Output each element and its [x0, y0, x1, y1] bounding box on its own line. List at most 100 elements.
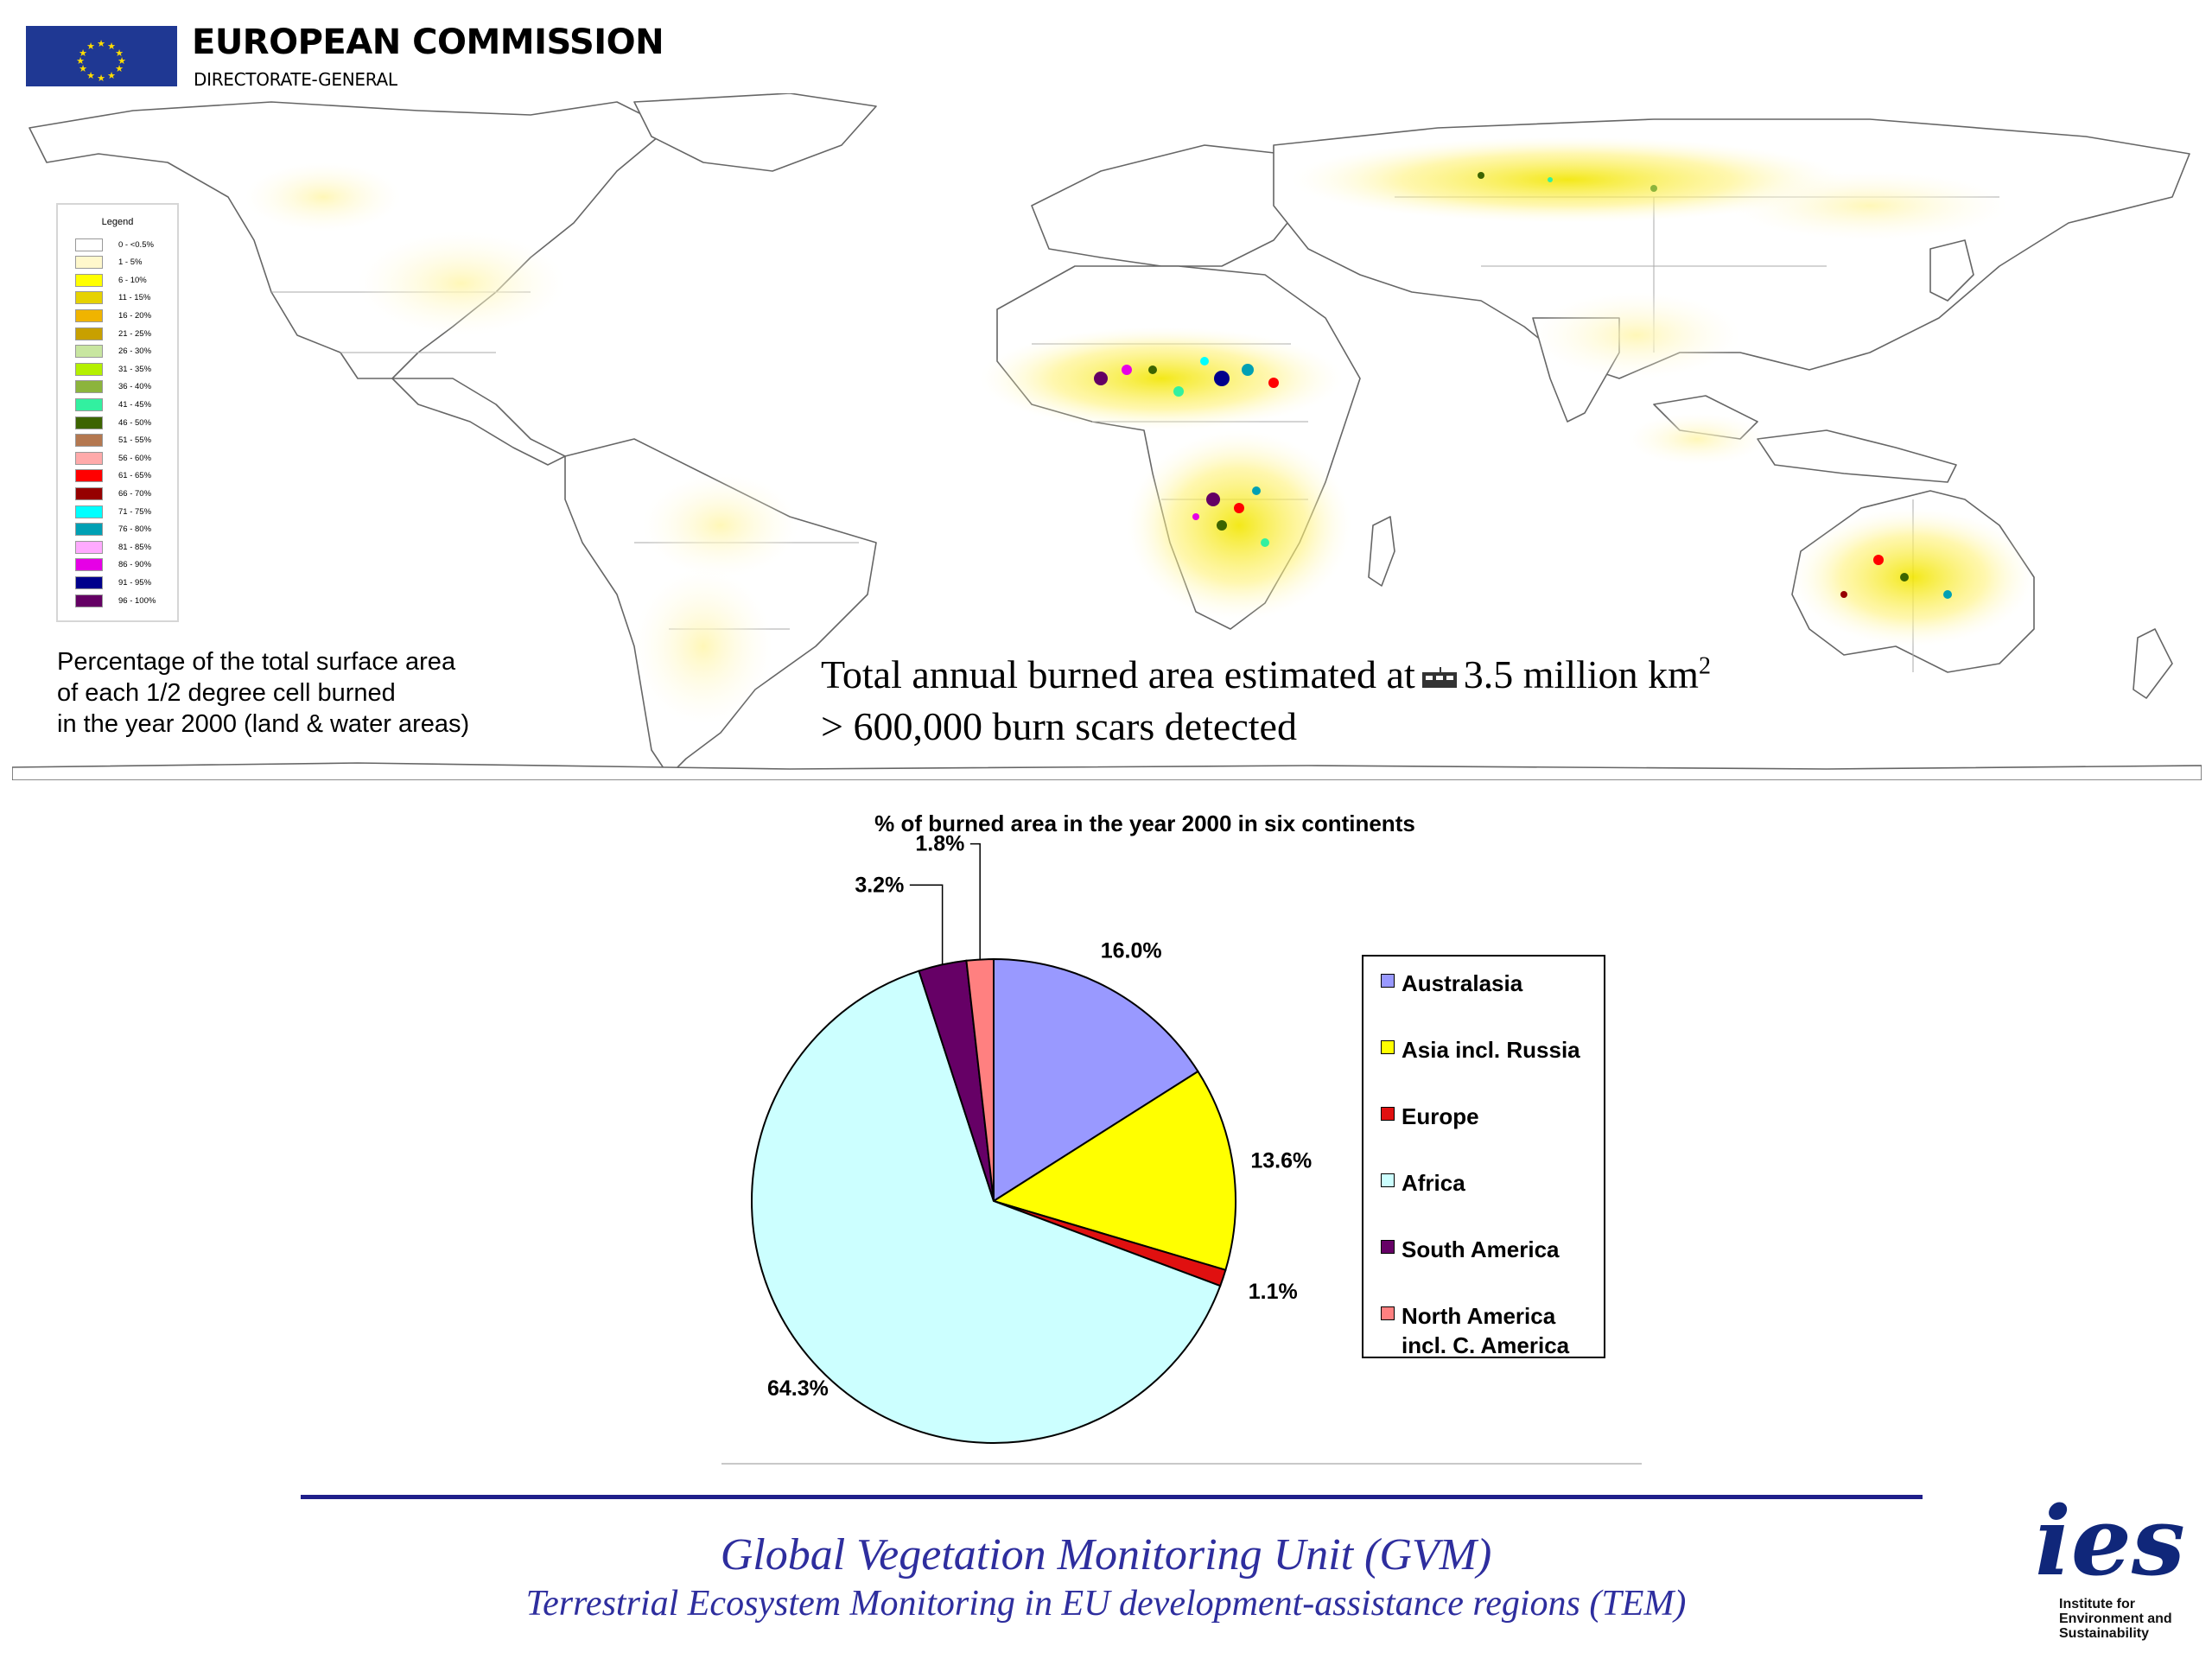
map-legend-swatch — [75, 416, 103, 429]
pie-value-label: 13.6% — [1250, 1149, 1312, 1173]
map-legend-swatch — [75, 451, 103, 465]
map-caption-line: of each 1/2 degree cell burned — [57, 679, 396, 707]
pie-legend-swatch — [1381, 1306, 1395, 1320]
map-legend-item: 16 - 20% — [75, 307, 151, 324]
unit-name: Global Vegetation Monitoring Unit (GVM) — [720, 1530, 1492, 1580]
pie-legend-swatch — [1381, 1040, 1395, 1054]
pie-legend-item: South America — [1381, 1235, 1560, 1264]
pie-legend-swatch — [1381, 1173, 1395, 1187]
pie-value-label: 1.1% — [1249, 1280, 1298, 1304]
pie-chart: 16.0% 13.6% 1.1% 64.3% 3.2% 1.8% — [709, 832, 1331, 1469]
pie-legend-label: Europe — [1402, 1103, 1479, 1129]
svg-text:★: ★ — [115, 63, 124, 74]
ies-logo-icon: ies — [2015, 1495, 2205, 1594]
map-legend-swatch — [75, 558, 103, 572]
map-legend-label: 76 - 80% — [118, 524, 152, 535]
map-legend-label: 16 - 20% — [118, 310, 152, 321]
map-legend-item: 36 - 40% — [75, 378, 151, 396]
pie-slice-asia-incl-russia — [991, 1070, 1236, 1272]
chart-divider — [721, 1463, 1642, 1465]
map-legend-item: 51 - 55% — [75, 432, 151, 449]
map-legend-item: 66 - 70% — [75, 485, 151, 502]
pie-legend-item: Europe — [1381, 1102, 1479, 1131]
map-legend-label: 96 - 100% — [118, 595, 156, 606]
pie-legend-item: North America incl. C. America — [1381, 1301, 1569, 1360]
footer-rule — [301, 1495, 1923, 1499]
map-legend-swatch — [75, 291, 103, 305]
map-legend: Legend 0 - <0.5% 1 - 5% 6 - 10% 11 - 15% 16 … — [56, 203, 179, 622]
pie-slice-north-america-incl-c-america — [965, 957, 995, 1202]
pie-leader-line — [909, 884, 944, 965]
map-legend-item: 11 - 15% — [75, 289, 150, 307]
pie-legend-label: North America incl. C. America — [1402, 1303, 1570, 1358]
svg-text:★: ★ — [79, 63, 87, 74]
pie-legend-label: South America — [1402, 1236, 1560, 1262]
map-legend-item: 81 - 85% — [75, 538, 151, 556]
map-legend-swatch — [75, 308, 103, 322]
map-legend-label: 91 - 95% — [118, 577, 152, 588]
map-legend-item: 86 - 90% — [75, 556, 151, 574]
map-legend-swatch — [75, 256, 103, 270]
pie-slice-australasia — [993, 957, 1199, 1203]
svg-text:★: ★ — [107, 70, 116, 81]
map-legend-label: 86 - 90% — [118, 560, 152, 570]
map-legend-swatch — [75, 505, 103, 518]
burn-scars-count: > 600,000 burn scars detected — [821, 704, 1297, 748]
map-legend-swatch — [75, 434, 103, 448]
pie-legend-swatch — [1381, 974, 1395, 988]
map-legend-swatch — [75, 594, 103, 607]
pie-legend-swatch — [1381, 1240, 1395, 1254]
map-legend-title: Legend — [101, 217, 134, 227]
map-legend-swatch — [75, 273, 103, 287]
world-burned-area-map — [12, 93, 2202, 780]
svg-text:★: ★ — [115, 48, 124, 59]
map-legend-item: 41 - 45% — [75, 396, 151, 413]
pie-legend-label: Australasia — [1402, 970, 1523, 996]
svg-text:★: ★ — [97, 73, 105, 84]
map-legend-label: 66 - 70% — [118, 488, 152, 499]
map-legend-label: 71 - 75% — [118, 506, 152, 517]
map-legend-swatch — [75, 575, 103, 589]
organization-subtitle: DIRECTORATE-GENERAL — [194, 69, 397, 90]
pie-slices — [751, 957, 1236, 1444]
map-legend-item: 61 - 65% — [75, 467, 151, 485]
program-name: Terrestrial Ecosystem Monitoring in EU d… — [525, 1584, 1687, 1624]
ies-mark: ies — [2035, 1495, 2185, 1594]
pie-value-label: 16.0% — [1101, 938, 1162, 963]
map-legend-swatch — [75, 523, 103, 537]
pie-legend-item: Asia incl. Russia — [1381, 1035, 1580, 1065]
map-legend-swatch — [75, 380, 103, 394]
map-legend-item: 46 - 50% — [75, 414, 151, 431]
map-legend-item: 96 - 100% — [75, 592, 156, 609]
map-legend-item: 21 - 25% — [75, 325, 151, 342]
map-legend-swatch — [75, 362, 103, 376]
eu-flag-icon: ★ ★ ★ ★ ★ ★ ★ ★ ★ ★ ★ ★ — [26, 26, 177, 86]
map-legend-swatch — [75, 486, 103, 500]
pie-chart-legend: Australasia Asia incl. Russia Europe Africa… — [1362, 955, 1605, 1358]
ies-text-line: Sustainability — [2059, 1626, 2150, 1641]
map-legend-label: 81 - 85% — [118, 542, 152, 552]
pie-slice-africa — [751, 969, 1222, 1444]
map-legend-item: 26 - 30% — [75, 343, 151, 360]
approx-symbol-icon — [1421, 667, 1457, 689]
pie-leader-line — [969, 842, 981, 960]
pie-legend-label: Africa — [1402, 1170, 1465, 1196]
map-caption: Percentage of the total surface area of … — [57, 646, 541, 740]
map-legend-swatch — [75, 469, 103, 483]
ies-text-line: Institute for — [2059, 1597, 2135, 1611]
map-legend-item: 71 - 75% — [75, 503, 151, 520]
pie-legend-item: Africa — [1381, 1168, 1465, 1198]
map-legend-label: 51 - 55% — [118, 435, 152, 446]
map-legend-item: 31 - 35% — [75, 360, 151, 378]
pie-legend-label: Asia incl. Russia — [1402, 1037, 1580, 1063]
map-legend-swatch — [75, 327, 103, 340]
map-legend-label: 21 - 25% — [118, 328, 152, 339]
map-caption-line: Percentage of the total surface area — [57, 648, 456, 676]
map-legend-item: 76 - 80% — [75, 521, 151, 538]
pie-value-labels: 16.0% 13.6% 1.1% 64.3% 3.2% 1.8% — [767, 832, 1312, 1401]
ies-text-line: Environment and — [2059, 1611, 2172, 1626]
pie-value-label: 3.2% — [855, 873, 904, 897]
map-legend-swatch — [75, 345, 103, 359]
map-legend-label: 31 - 35% — [118, 364, 152, 374]
unit-superscript: 2 — [1698, 652, 1711, 680]
